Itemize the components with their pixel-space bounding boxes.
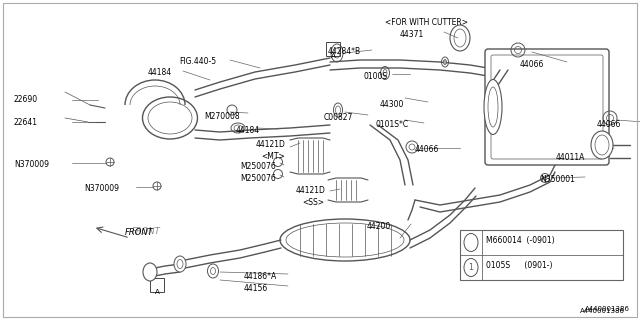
FancyBboxPatch shape xyxy=(485,49,609,165)
Text: 44184: 44184 xyxy=(148,68,172,77)
Text: N370009: N370009 xyxy=(14,160,49,169)
Text: 44121D: 44121D xyxy=(256,140,286,149)
Text: 44284*B: 44284*B xyxy=(328,47,361,56)
Text: M270008: M270008 xyxy=(204,112,239,121)
Text: C00827: C00827 xyxy=(324,113,353,122)
Text: 44156: 44156 xyxy=(244,284,268,293)
Text: A440001386: A440001386 xyxy=(585,306,630,312)
Text: A440001386: A440001386 xyxy=(580,308,625,314)
Ellipse shape xyxy=(591,131,613,159)
Text: M660014  (-0901): M660014 (-0901) xyxy=(486,236,555,245)
Text: A: A xyxy=(155,289,159,295)
Text: A: A xyxy=(331,53,335,59)
Text: 44186*A: 44186*A xyxy=(244,272,277,281)
Text: 44184: 44184 xyxy=(236,126,260,135)
Bar xyxy=(326,42,340,56)
Text: 0100S: 0100S xyxy=(363,72,387,81)
Text: <SS>: <SS> xyxy=(302,198,324,207)
Text: 22641: 22641 xyxy=(14,118,38,127)
Text: 0101S*C: 0101S*C xyxy=(375,120,408,129)
Bar xyxy=(460,230,623,280)
Ellipse shape xyxy=(143,263,157,281)
Text: M250076: M250076 xyxy=(240,174,276,183)
Ellipse shape xyxy=(174,256,186,272)
Text: 44066: 44066 xyxy=(597,120,621,129)
Text: FRONT: FRONT xyxy=(132,228,161,236)
Ellipse shape xyxy=(444,60,447,65)
Text: 1: 1 xyxy=(468,263,474,273)
Ellipse shape xyxy=(484,79,502,134)
Text: 44066: 44066 xyxy=(520,60,545,69)
Text: 44066: 44066 xyxy=(415,145,440,154)
Text: N350001: N350001 xyxy=(540,175,575,184)
Text: 0105S      (0901-): 0105S (0901-) xyxy=(486,261,552,270)
Bar xyxy=(150,278,164,292)
Text: FIG.440-5: FIG.440-5 xyxy=(179,57,216,66)
Text: N370009: N370009 xyxy=(84,184,119,193)
Text: 44371: 44371 xyxy=(400,30,424,39)
Text: 44011A: 44011A xyxy=(556,153,586,162)
Ellipse shape xyxy=(280,219,410,261)
Text: FRONT: FRONT xyxy=(125,228,154,237)
Text: 44200: 44200 xyxy=(367,222,391,231)
Text: 44300: 44300 xyxy=(380,100,404,109)
Text: M250076: M250076 xyxy=(240,162,276,171)
Text: <MT>: <MT> xyxy=(261,152,285,161)
Text: 44121D: 44121D xyxy=(296,186,326,195)
Text: <FOR WITH CUTTER>: <FOR WITH CUTTER> xyxy=(385,18,468,27)
Text: 22690: 22690 xyxy=(14,95,38,104)
